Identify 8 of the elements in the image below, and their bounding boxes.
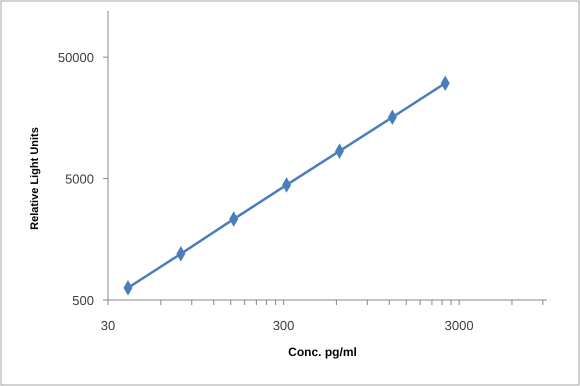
- y-tick-label: 50000: [58, 50, 94, 66]
- x-axis-title: Conc. pg/ml: [288, 345, 357, 359]
- y-tick-label: 500: [72, 293, 94, 308]
- x-tick-label: 3000: [444, 318, 474, 333]
- y-axis-title: Relative Light Units: [29, 127, 41, 230]
- x-tick-label: 300: [272, 318, 294, 333]
- x-tick-label: 30: [100, 318, 116, 333]
- y-tick-label: 5000: [65, 172, 94, 187]
